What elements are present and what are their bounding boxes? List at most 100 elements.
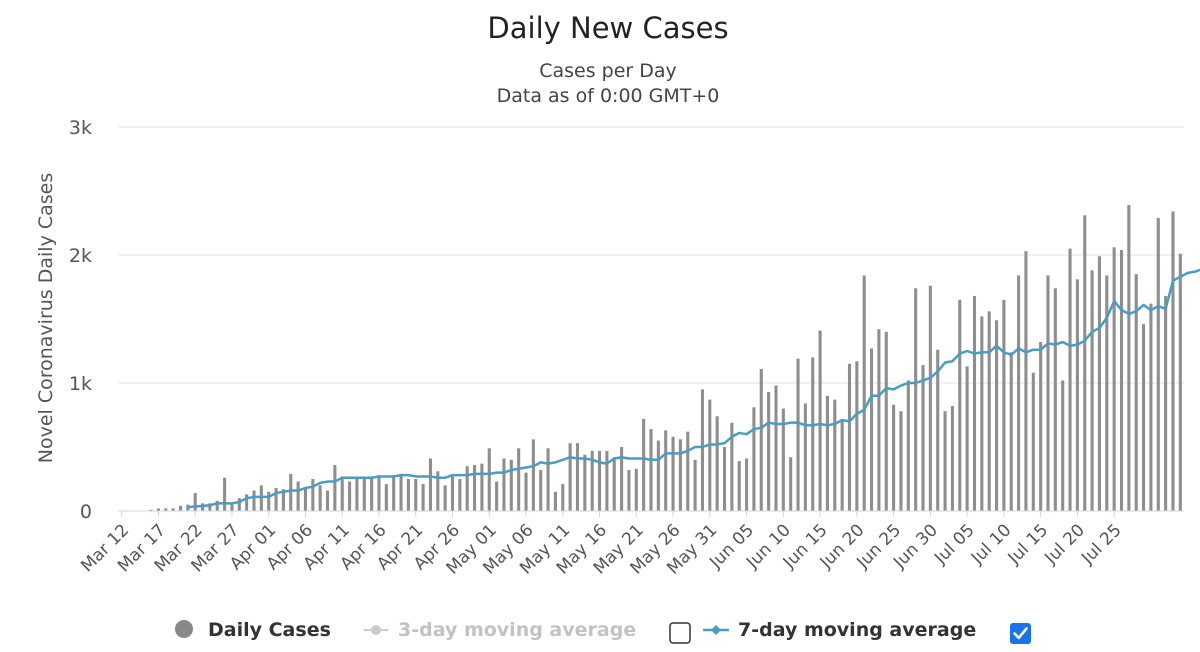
bar <box>252 490 256 511</box>
bar <box>730 422 734 511</box>
legend-item-daily-cases[interactable]: Daily Cases <box>175 619 331 641</box>
bar <box>1083 215 1087 511</box>
bar <box>333 464 337 511</box>
bar <box>502 458 506 511</box>
bar <box>193 493 197 511</box>
bar <box>877 329 881 511</box>
bar <box>781 408 785 511</box>
bar <box>803 403 807 511</box>
bar <box>568 443 572 511</box>
bar <box>980 316 984 511</box>
bar <box>1009 352 1013 511</box>
bar <box>1075 279 1079 511</box>
bar <box>847 363 852 511</box>
bar <box>230 503 234 511</box>
checkbox-3-day-average[interactable] <box>669 622 691 644</box>
bar <box>1178 253 1182 511</box>
bar <box>649 429 653 511</box>
checkbox-7-day-average[interactable] <box>1010 623 1031 644</box>
bar <box>215 500 219 511</box>
bar <box>1024 251 1028 511</box>
bar <box>509 459 513 511</box>
bar <box>678 439 682 511</box>
bar <box>325 490 330 511</box>
bar <box>267 491 271 511</box>
bar <box>1017 275 1021 511</box>
bar <box>987 311 991 511</box>
y-axis-title: Novel Coronavirus Daily Cases <box>35 173 57 464</box>
bar <box>539 470 543 511</box>
bar <box>928 285 932 511</box>
bar <box>274 487 278 511</box>
x-tick-label: Jul 05 <box>930 520 978 568</box>
bar <box>1164 295 1168 511</box>
bar <box>745 458 749 511</box>
bar <box>421 484 425 511</box>
bar <box>1134 274 1138 511</box>
bar <box>171 508 175 511</box>
bar <box>1097 256 1101 511</box>
bar <box>818 330 822 511</box>
bar <box>406 479 410 511</box>
bar <box>517 448 521 511</box>
bar <box>377 475 381 511</box>
bar <box>546 448 550 511</box>
bar <box>950 406 954 511</box>
bar <box>414 479 418 511</box>
bar <box>796 358 800 511</box>
bar <box>480 463 484 511</box>
legend-item-3-day-average[interactable]: 3-day moving average <box>364 619 636 641</box>
bar <box>553 491 557 511</box>
bar <box>811 357 815 511</box>
line-series-7-day-average <box>186 268 1200 509</box>
legend-item-7-day-average[interactable]: 7-day moving average <box>703 619 976 641</box>
bar <box>495 481 499 511</box>
bar <box>752 407 756 511</box>
bar <box>906 380 910 511</box>
bar <box>259 485 263 511</box>
bar <box>1112 247 1116 511</box>
bar <box>870 348 874 511</box>
x-tick-label: Jul 10 <box>967 520 1015 568</box>
chart-subtitle-line-1: Cases per Day <box>539 60 677 82</box>
bar <box>318 485 322 511</box>
bar <box>1061 380 1065 511</box>
bar <box>708 399 712 511</box>
x-tick-label: Jul 15 <box>1004 520 1052 568</box>
bar <box>1156 217 1160 511</box>
bar <box>531 439 535 511</box>
bar <box>914 288 918 511</box>
y-tick-label: 2k <box>69 245 92 267</box>
bar <box>208 503 212 511</box>
bar <box>156 508 160 511</box>
bar <box>370 477 374 511</box>
bar <box>561 484 565 511</box>
bar <box>1127 205 1131 511</box>
checkbox-7-day-box <box>1010 623 1031 644</box>
bar <box>450 476 455 511</box>
bar <box>686 431 690 511</box>
bar <box>671 436 675 511</box>
bar <box>943 411 947 511</box>
bar <box>759 368 763 511</box>
bar <box>340 476 344 511</box>
bar <box>399 473 403 511</box>
y-tick-label: 0 <box>80 501 92 523</box>
x-tick-label: Jul 25 <box>1077 520 1125 568</box>
bar <box>1105 275 1109 511</box>
bar <box>178 505 183 511</box>
bar <box>473 464 477 511</box>
bar <box>1119 249 1124 511</box>
series-line-7-day-average <box>186 268 1200 509</box>
bar <box>833 399 837 511</box>
bar <box>237 498 241 511</box>
bar <box>722 447 727 511</box>
bar <box>767 391 771 511</box>
bar <box>201 503 205 511</box>
legend-3-day-marker-icon <box>371 625 381 635</box>
bar <box>524 472 528 511</box>
bar <box>164 508 168 511</box>
bar <box>149 509 153 511</box>
bar <box>428 458 432 511</box>
